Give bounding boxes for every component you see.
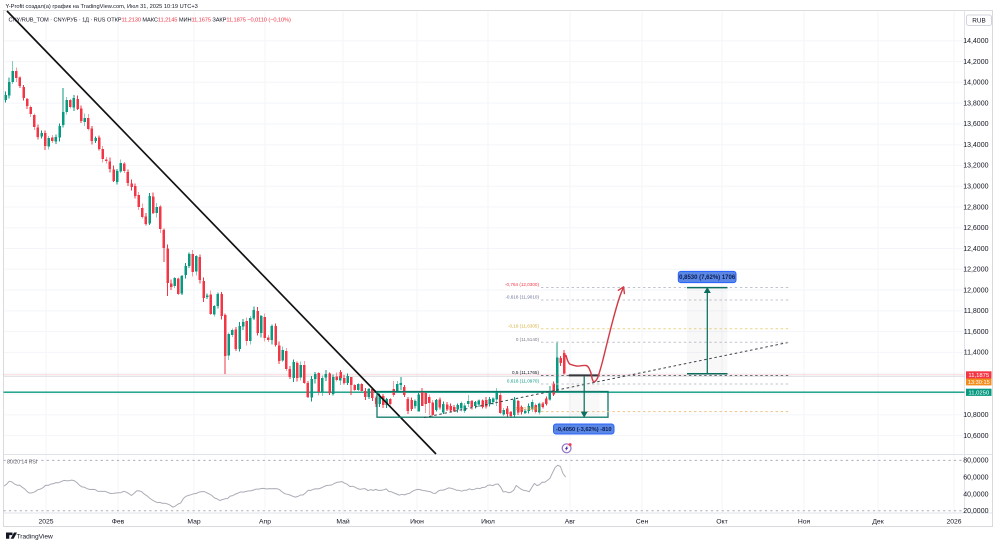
svg-text:10,8000: 10,8000 [963,412,988,419]
svg-text:60,0000: 60,0000 [963,475,988,482]
svg-text:13:30:15: 13:30:15 [968,380,990,386]
svg-text:-0,19 (11,6305): -0,19 (11,6305) [508,323,540,328]
svg-text:20,0000: 20,0000 [963,508,988,515]
svg-text:12,6000: 12,6000 [963,225,988,232]
svg-text:RUB: RUB [972,18,986,25]
svg-text:Y-Profit создал(а) график на T: Y-Profit создал(а) график на TradingView… [6,4,198,10]
svg-text:13,6000: 13,6000 [963,121,988,128]
svg-text:Май: Май [336,518,350,526]
svg-text:0,618 (11,0970): 0,618 (11,0970) [507,379,540,384]
svg-text:Апр: Апр [259,519,271,526]
svg-text:11,1875: 11,1875 [968,373,990,379]
svg-text:12,4000: 12,4000 [963,246,988,253]
svg-text:13,8000: 13,8000 [963,100,988,107]
svg-text:12,8000: 12,8000 [963,204,988,211]
svg-text:14,0000: 14,0000 [963,80,988,87]
svg-text:2025: 2025 [38,519,53,526]
svg-text:TradingView: TradingView [17,533,54,540]
svg-text:-0,4050 (-3,62%) -810: -0,4050 (-3,62%) -810 [556,427,612,433]
svg-text:12,2000: 12,2000 [963,267,988,274]
svg-text:-0,764 (12,0300): -0,764 (12,0300) [505,282,539,287]
svg-text:10,6000: 10,6000 [963,433,988,440]
svg-text:Июл: Июл [481,519,495,526]
svg-text:Авг: Авг [565,519,576,526]
svg-text:CNY/RUB_TOM · CNY/РУБ · 1Д · R: CNY/RUB_TOM · CNY/РУБ · 1Д · RUS ОТКР11,… [9,18,291,24]
svg-text:14,4000: 14,4000 [963,38,988,45]
svg-text:11,0250: 11,0250 [968,391,990,397]
svg-text:11,8000: 11,8000 [964,308,989,315]
svg-text:Сен: Сен [636,519,649,526]
svg-text:Ноя: Ноя [798,519,811,526]
svg-text:Мар: Мар [187,519,201,526]
svg-text:Фев: Фев [112,519,125,526]
svg-text:80,0000: 80,0000 [963,458,988,465]
svg-text:12,0000: 12,0000 [963,287,988,294]
svg-text:Дек: Дек [872,519,883,526]
svg-text:13,2000: 13,2000 [963,163,988,170]
svg-text:0,8530 (7,62%) 1706: 0,8530 (7,62%) 1706 [679,275,736,281]
svg-text:40,0000: 40,0000 [963,491,988,498]
svg-text:13,4000: 13,4000 [963,142,988,149]
svg-text:Окт: Окт [716,519,727,526]
svg-text:Июн: Июн [410,519,424,526]
svg-text:1 (10,8305): 1 (10,8305) [516,406,540,411]
svg-text:11,4000: 11,4000 [964,350,989,357]
svg-text:14,2000: 14,2000 [963,59,988,66]
svg-text:-0,618 (11,9010): -0,618 (11,9010) [505,295,539,300]
svg-text:13,0000: 13,0000 [963,184,988,191]
svg-text:2026: 2026 [946,519,961,526]
svg-text:80/20 14 RSI: 80/20 14 RSI [7,459,37,465]
svg-text:11,6000: 11,6000 [964,329,989,336]
svg-text:0,5 (11,1765): 0,5 (11,1765) [512,370,539,375]
svg-text:0 (11,5140): 0 (11,5140) [516,337,540,342]
